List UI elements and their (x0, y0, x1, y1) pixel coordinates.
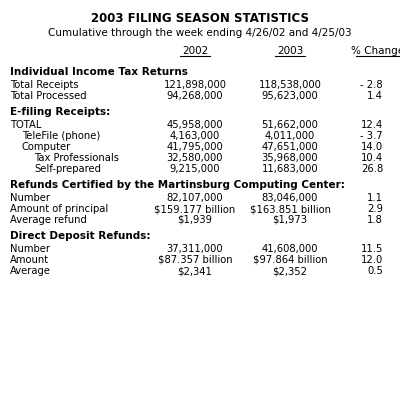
Text: $159.177 billion: $159.177 billion (154, 204, 236, 214)
Text: Cumulative through the week ending 4/26/02 and 4/25/03: Cumulative through the week ending 4/26/… (48, 28, 352, 38)
Text: 121,898,000: 121,898,000 (164, 80, 226, 90)
Text: % Change: % Change (352, 46, 400, 56)
Text: Self-prepared: Self-prepared (34, 164, 101, 174)
Text: 41,795,000: 41,795,000 (167, 142, 223, 152)
Text: E-filing Receipts:: E-filing Receipts: (10, 107, 110, 117)
Text: 4,011,000: 4,011,000 (265, 131, 315, 141)
Text: $97.864 billion: $97.864 billion (253, 255, 327, 265)
Text: Total Processed: Total Processed (10, 91, 87, 101)
Text: 11.5: 11.5 (361, 244, 383, 254)
Text: Computer: Computer (22, 142, 71, 152)
Text: 37,311,000: 37,311,000 (167, 244, 223, 254)
Text: 51,662,000: 51,662,000 (262, 120, 318, 130)
Text: Individual Income Tax Returns: Individual Income Tax Returns (10, 67, 188, 77)
Text: $2,352: $2,352 (272, 266, 308, 276)
Text: 2002: 2002 (182, 46, 208, 56)
Text: 35,968,000: 35,968,000 (262, 153, 318, 163)
Text: 47,651,000: 47,651,000 (262, 142, 318, 152)
Text: 0.5: 0.5 (367, 266, 383, 276)
Text: 95,623,000: 95,623,000 (262, 91, 318, 101)
Text: Total Receipts: Total Receipts (10, 80, 79, 90)
Text: 14.0: 14.0 (361, 142, 383, 152)
Text: 2.9: 2.9 (367, 204, 383, 214)
Text: 41,608,000: 41,608,000 (262, 244, 318, 254)
Text: 12.4: 12.4 (361, 120, 383, 130)
Text: Refunds Certified by the Martinsburg Computing Center:: Refunds Certified by the Martinsburg Com… (10, 180, 345, 190)
Text: $1,939: $1,939 (178, 215, 212, 225)
Text: 118,538,000: 118,538,000 (258, 80, 322, 90)
Text: 1.4: 1.4 (367, 91, 383, 101)
Text: 10.4: 10.4 (361, 153, 383, 163)
Text: 83,046,000: 83,046,000 (262, 193, 318, 203)
Text: - 3.7: - 3.7 (360, 131, 383, 141)
Text: Direct Deposit Refunds:: Direct Deposit Refunds: (10, 231, 150, 241)
Text: Number: Number (10, 193, 50, 203)
Text: $87.357 billion: $87.357 billion (158, 255, 232, 265)
Text: Amount of principal: Amount of principal (10, 204, 108, 214)
Text: 9,215,000: 9,215,000 (170, 164, 220, 174)
Text: Number: Number (10, 244, 50, 254)
Text: 2003 FILING SEASON STATISTICS: 2003 FILING SEASON STATISTICS (91, 12, 309, 25)
Text: 12.0: 12.0 (361, 255, 383, 265)
Text: Amount: Amount (10, 255, 49, 265)
Text: 1.1: 1.1 (367, 193, 383, 203)
Text: 1.8: 1.8 (367, 215, 383, 225)
Text: $1,973: $1,973 (272, 215, 308, 225)
Text: 94,268,000: 94,268,000 (167, 91, 223, 101)
Text: $163.851 billion: $163.851 billion (250, 204, 330, 214)
Text: $2,341: $2,341 (178, 266, 212, 276)
Text: Tax Professionals: Tax Professionals (34, 153, 119, 163)
Text: 26.8: 26.8 (361, 164, 383, 174)
Text: TOTAL: TOTAL (10, 120, 41, 130)
Text: 32,580,000: 32,580,000 (167, 153, 223, 163)
Text: TeleFile (phone): TeleFile (phone) (22, 131, 100, 141)
Text: - 2.8: - 2.8 (360, 80, 383, 90)
Text: 4,163,000: 4,163,000 (170, 131, 220, 141)
Text: Average: Average (10, 266, 51, 276)
Text: Average refund: Average refund (10, 215, 87, 225)
Text: 11,683,000: 11,683,000 (262, 164, 318, 174)
Text: 45,958,000: 45,958,000 (167, 120, 223, 130)
Text: 2003: 2003 (277, 46, 303, 56)
Text: 82,107,000: 82,107,000 (167, 193, 223, 203)
